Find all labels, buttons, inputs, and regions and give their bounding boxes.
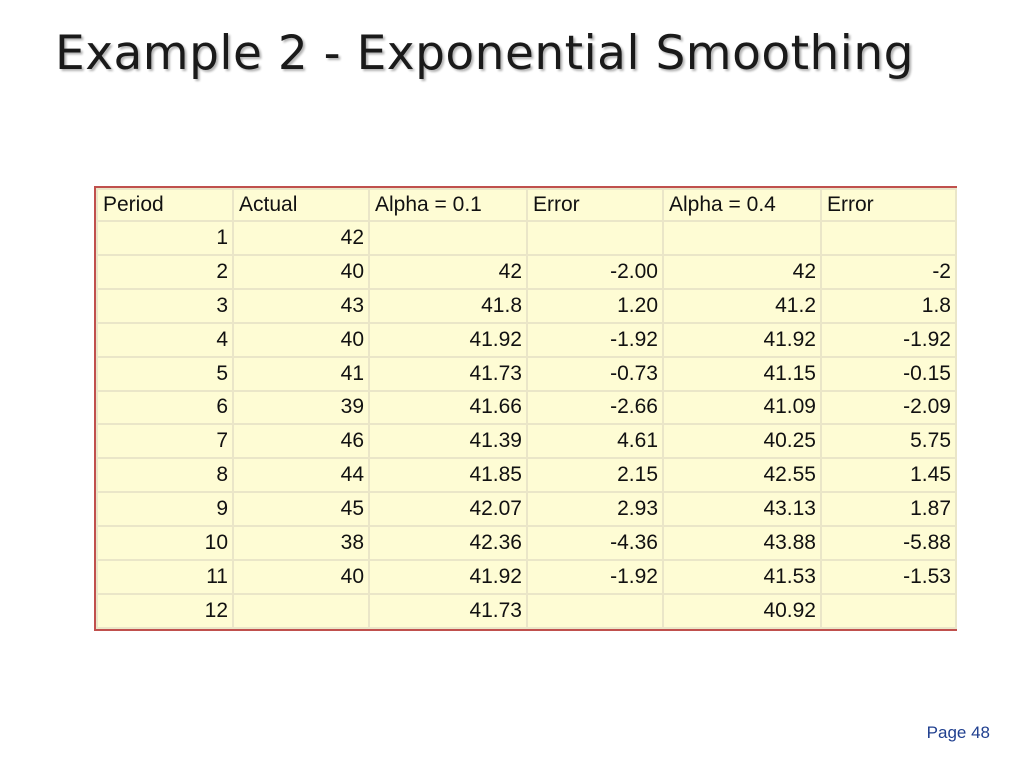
period-cell: 7: [96, 423, 234, 460]
table-row: 12 41.73 40.92: [96, 592, 957, 630]
period-cell: 4: [96, 321, 234, 358]
actual-cell: [232, 592, 370, 630]
actual-cell: 40: [232, 253, 370, 290]
error-alpha-0-1-cell: -2.00: [526, 253, 664, 290]
forecast-alpha-0-1-cell: [368, 220, 528, 256]
forecast-alpha-0-4-cell: 41.53: [662, 559, 822, 595]
error-alpha-0-1-cell: [526, 592, 664, 630]
actual-cell: 40: [232, 321, 370, 358]
period-cell: 2: [96, 253, 234, 290]
header-row: Period Actual Alpha = 0.1 Error Alpha = …: [96, 188, 957, 222]
error-alpha-0-4-cell: -1.53: [820, 559, 957, 595]
table-row: 4 40 41.92 -1.92 41.92 -1.92: [96, 321, 957, 358]
forecast-alpha-0-4-cell: 40.92: [662, 592, 822, 630]
actual-cell: 45: [232, 491, 370, 528]
error-alpha-0-1-cell: -0.73: [526, 355, 664, 392]
forecast-alpha-0-1-cell: 41.8: [368, 287, 528, 324]
actual-cell: 44: [232, 457, 370, 494]
error-alpha-0-4-cell: 1.8: [820, 287, 957, 324]
forecast-alpha-0-1-cell: 41.66: [368, 389, 528, 426]
error-alpha-0-4-cell: 1.45: [820, 457, 957, 494]
period-cell: 12: [96, 592, 234, 630]
error-alpha-0-1-cell: 4.61: [526, 423, 664, 460]
period-cell: 10: [96, 525, 234, 562]
table-row: 1 42: [96, 220, 957, 256]
actual-cell: 46: [232, 423, 370, 460]
forecast-alpha-0-4-cell: 43.88: [662, 525, 822, 562]
table-row: 8 44 41.85 2.15 42.55 1.45: [96, 457, 957, 494]
error-alpha-0-1-cell: 2.15: [526, 457, 664, 494]
actual-cell: 38: [232, 525, 370, 562]
error-alpha-0-4-cell: 1.87: [820, 491, 957, 528]
forecast-alpha-0-1-cell: 42.36: [368, 525, 528, 562]
header-actual: Actual: [232, 188, 370, 222]
forecast-alpha-0-4-cell: 41.15: [662, 355, 822, 392]
error-alpha-0-4-cell: -2.09: [820, 389, 957, 426]
actual-cell: 43: [232, 287, 370, 324]
forecast-alpha-0-4-cell: 40.25: [662, 423, 822, 460]
forecast-alpha-0-1-cell: 42.07: [368, 491, 528, 528]
forecast-alpha-0-4-cell: 41.09: [662, 389, 822, 426]
error-alpha-0-4-cell: [820, 220, 957, 256]
table-row: 7 46 41.39 4.61 40.25 5.75: [96, 423, 957, 460]
error-alpha-0-1-cell: -1.92: [526, 321, 664, 358]
header-period: Period: [96, 188, 234, 222]
forecast-alpha-0-4-cell: 41.2: [662, 287, 822, 324]
error-alpha-0-4-cell: -0.15: [820, 355, 957, 392]
table-row: 3 43 41.8 1.20 41.2 1.8: [96, 287, 957, 324]
smoothing-table: Period Actual Alpha = 0.1 Error Alpha = …: [94, 186, 957, 631]
data-table: Period Actual Alpha = 0.1 Error Alpha = …: [96, 188, 957, 630]
slide-title: Example 2 - Exponential Smoothing: [55, 26, 914, 81]
header-alpha-0-1: Alpha = 0.1: [368, 188, 528, 222]
actual-cell: 42: [232, 220, 370, 256]
page-number: Page 48: [926, 723, 990, 742]
forecast-alpha-0-1-cell: 41.85: [368, 457, 528, 494]
forecast-alpha-0-1-cell: 41.73: [368, 355, 528, 392]
forecast-alpha-0-1-cell: 41.39: [368, 423, 528, 460]
forecast-alpha-0-4-cell: [662, 220, 822, 256]
error-alpha-0-4-cell: -1.92: [820, 321, 957, 358]
forecast-alpha-0-1-cell: 41.92: [368, 321, 528, 358]
table-row: 10 38 42.36 -4.36 43.88 -5.88: [96, 525, 957, 562]
error-alpha-0-1-cell: -1.92: [526, 559, 664, 595]
forecast-alpha-0-1-cell: 41.73: [368, 592, 528, 630]
error-alpha-0-4-cell: -2: [820, 253, 957, 290]
period-cell: 5: [96, 355, 234, 392]
table-row: 9 45 42.07 2.93 43.13 1.87: [96, 491, 957, 528]
forecast-alpha-0-4-cell: 43.13: [662, 491, 822, 528]
period-cell: 1: [96, 220, 234, 256]
forecast-alpha-0-4-cell: 42.55: [662, 457, 822, 494]
error-alpha-0-1-cell: -2.66: [526, 389, 664, 426]
forecast-alpha-0-1-cell: 42: [368, 253, 528, 290]
period-cell: 3: [96, 287, 234, 324]
error-alpha-0-1-cell: 2.93: [526, 491, 664, 528]
table-row: 6 39 41.66 -2.66 41.09 -2.09: [96, 389, 957, 426]
table-row: 11 40 41.92 -1.92 41.53 -1.53: [96, 559, 957, 595]
actual-cell: 39: [232, 389, 370, 426]
period-cell: 9: [96, 491, 234, 528]
period-cell: 6: [96, 389, 234, 426]
actual-cell: 40: [232, 559, 370, 595]
forecast-alpha-0-4-cell: 42: [662, 253, 822, 290]
header-error-alpha-0-4: Error: [820, 188, 957, 222]
table-row: 5 41 41.73 -0.73 41.15 -0.15: [96, 355, 957, 392]
forecast-alpha-0-4-cell: 41.92: [662, 321, 822, 358]
table-body: 1 42 2 40 42 -2.00 42 -2 3 43 41.8 1.20 41.2 1.8 4 40 41…: [96, 220, 957, 630]
actual-cell: 41: [232, 355, 370, 392]
error-alpha-0-4-cell: [820, 592, 957, 630]
error-alpha-0-1-cell: [526, 220, 664, 256]
error-alpha-0-4-cell: 5.75: [820, 423, 957, 460]
error-alpha-0-1-cell: -4.36: [526, 525, 664, 562]
header-alpha-0-4: Alpha = 0.4: [662, 188, 822, 222]
error-alpha-0-4-cell: -5.88: [820, 525, 957, 562]
header-error-alpha-0-1: Error: [526, 188, 664, 222]
period-cell: 8: [96, 457, 234, 494]
period-cell: 11: [96, 559, 234, 595]
forecast-alpha-0-1-cell: 41.92: [368, 559, 528, 595]
table-row: 2 40 42 -2.00 42 -2: [96, 253, 957, 290]
error-alpha-0-1-cell: 1.20: [526, 287, 664, 324]
